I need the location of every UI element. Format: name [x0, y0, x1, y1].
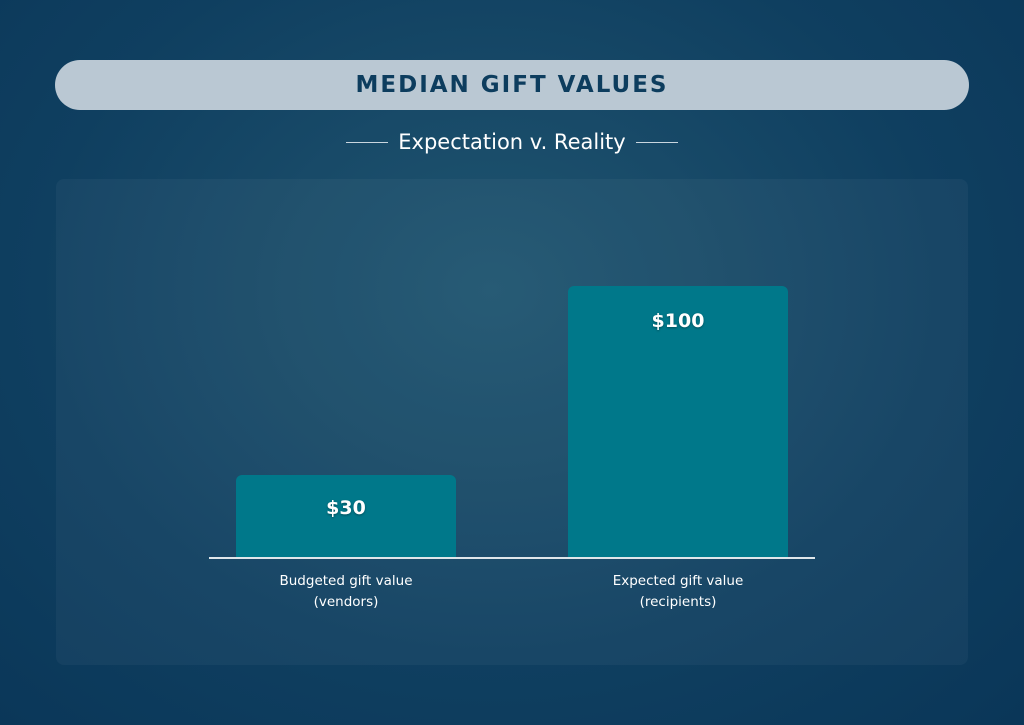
category-label-line2: (vendors): [313, 594, 379, 610]
x-axis-line: [209, 557, 815, 559]
bar-value-label: $30: [326, 497, 366, 519]
chart-subtitle: Expectation v. Reality: [398, 130, 626, 154]
category-label-line2: (recipients): [639, 594, 717, 610]
bar-value-label: $100: [651, 310, 705, 332]
subtitle-rule-left: [346, 141, 389, 143]
category-label-budgeted: Budgeted gift value (vendors): [216, 571, 476, 613]
category-label-expected: Expected gift value (recipients): [548, 571, 808, 613]
category-label-line1: Expected gift value: [612, 573, 744, 589]
bar-budgeted: $30: [236, 475, 456, 557]
chart-panel: [56, 179, 968, 665]
subtitle-row: Expectation v. Reality: [0, 127, 1024, 157]
subtitle-rule-right: [635, 141, 678, 143]
chart-title: MEDIAN GIFT VALUES: [355, 72, 669, 98]
bar-expected: $100: [568, 286, 788, 557]
title-banner: MEDIAN GIFT VALUES: [55, 60, 969, 110]
category-label-line1: Budgeted gift value: [279, 573, 413, 589]
